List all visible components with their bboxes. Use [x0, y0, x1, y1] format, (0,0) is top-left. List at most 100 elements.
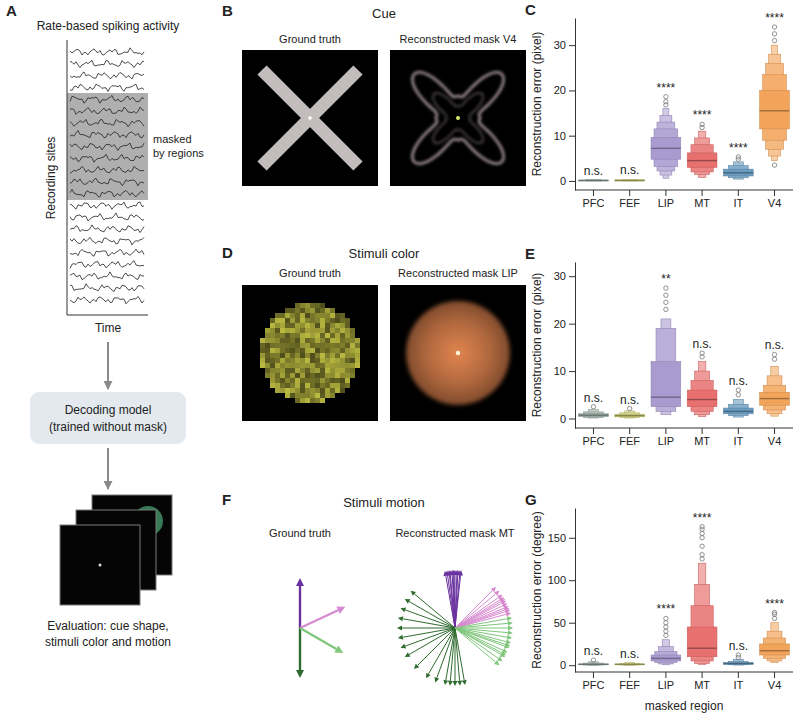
pixel: [310, 383, 315, 388]
arrow: [398, 628, 455, 640]
axis-title: Recording sites: [44, 137, 58, 220]
pixel: [325, 328, 330, 333]
pixel: [315, 348, 320, 353]
tick-mark: [569, 276, 575, 277]
pixel: [325, 363, 330, 368]
pixel: [320, 328, 325, 333]
median-line: [651, 148, 681, 149]
pixel: [275, 348, 280, 353]
arrow: [400, 608, 455, 628]
letter-value-box: [723, 663, 753, 665]
pixel: [350, 363, 355, 368]
tick: IT: [733, 428, 743, 447]
panel-b: BCueGround truthReconstructed mask V4: [222, 2, 526, 186]
arrow-shaft: [405, 610, 455, 628]
pixel: [350, 328, 355, 333]
significance-label: ****: [765, 11, 784, 25]
arrow-head: [398, 616, 403, 621]
pixel: [340, 368, 345, 373]
pixel: [280, 328, 285, 333]
tick-mark: [738, 190, 739, 196]
model-label: (trained without mask): [49, 420, 167, 434]
pixel: [300, 353, 305, 358]
significance-label: n.s.: [729, 639, 748, 653]
pixel: [340, 323, 345, 328]
arrow-head: [508, 630, 513, 635]
pixel: [280, 333, 285, 338]
model-label: Decoding model: [65, 403, 152, 417]
pixel: [290, 343, 295, 348]
tick-mark: [738, 428, 739, 434]
pixel: [300, 323, 305, 328]
pixel: [310, 313, 315, 318]
tick: LIP: [658, 428, 675, 447]
letter-value-box: [651, 655, 681, 661]
axis-title: Time: [95, 321, 122, 335]
median-line: [723, 172, 753, 173]
pixel: [275, 318, 280, 323]
pixel: [315, 333, 320, 338]
significance-label: n.s.: [620, 393, 639, 407]
arrow: [450, 570, 455, 628]
axis-title: Reconstruction error (pixel): [530, 32, 544, 177]
pixel: [305, 303, 310, 308]
tick-label: V4: [768, 197, 781, 209]
pixel: [350, 348, 355, 353]
pixel: [315, 368, 320, 373]
pixel: [295, 318, 300, 323]
tick-mark: [569, 580, 575, 581]
arrow-head: [334, 646, 343, 653]
pixel: [340, 388, 345, 393]
outlier: [664, 629, 668, 633]
pixel: [275, 358, 280, 363]
pixel: [325, 373, 330, 378]
tick: 100: [548, 574, 575, 586]
arrow-head: [497, 656, 503, 661]
pixel: [310, 398, 315, 403]
y-axis: 0102030: [554, 263, 576, 429]
pixel: [345, 348, 350, 353]
tick-mark: [629, 672, 630, 678]
outlier: [664, 625, 668, 629]
panel-letter: E: [525, 245, 535, 262]
reconstruction-disc: [406, 301, 510, 405]
pixel: [335, 323, 340, 328]
outlier: [664, 100, 668, 104]
tick-mark: [569, 324, 575, 325]
tick: 10: [554, 365, 575, 377]
median-line: [760, 398, 790, 399]
image-label: Reconstructed mask V4: [400, 33, 517, 45]
pixel: [300, 363, 305, 368]
image-ground: [390, 285, 526, 421]
pixel: [280, 338, 285, 343]
pixel: [330, 348, 335, 353]
pixel: [345, 338, 350, 343]
pixel: [310, 358, 315, 363]
pixel: [285, 368, 290, 373]
letter-value-box: [579, 414, 609, 417]
tick-label: MT: [694, 679, 710, 691]
pixel: [295, 308, 300, 313]
axis-line: [575, 19, 576, 191]
tick-mark: [569, 371, 575, 372]
pixel: [275, 388, 280, 393]
pixel: [285, 353, 290, 358]
outlier: [664, 621, 668, 625]
pixel: [340, 363, 345, 368]
pixel: [315, 338, 320, 343]
tick: PFC: [582, 190, 604, 209]
x-axis: PFCFEFLIPMTITV4: [575, 672, 793, 691]
pixel: [290, 383, 295, 388]
trace: [70, 119, 144, 126]
tick-label: MT: [694, 435, 710, 447]
pixel: [300, 333, 305, 338]
median-line: [760, 650, 790, 651]
pixel: [320, 313, 325, 318]
pixel: [330, 373, 335, 378]
pixel: [315, 353, 320, 358]
axis-line: [575, 509, 576, 673]
significance-label: n.s.: [584, 391, 603, 405]
pixel: [270, 333, 275, 338]
pixel: [275, 363, 280, 368]
pixel: [275, 353, 280, 358]
